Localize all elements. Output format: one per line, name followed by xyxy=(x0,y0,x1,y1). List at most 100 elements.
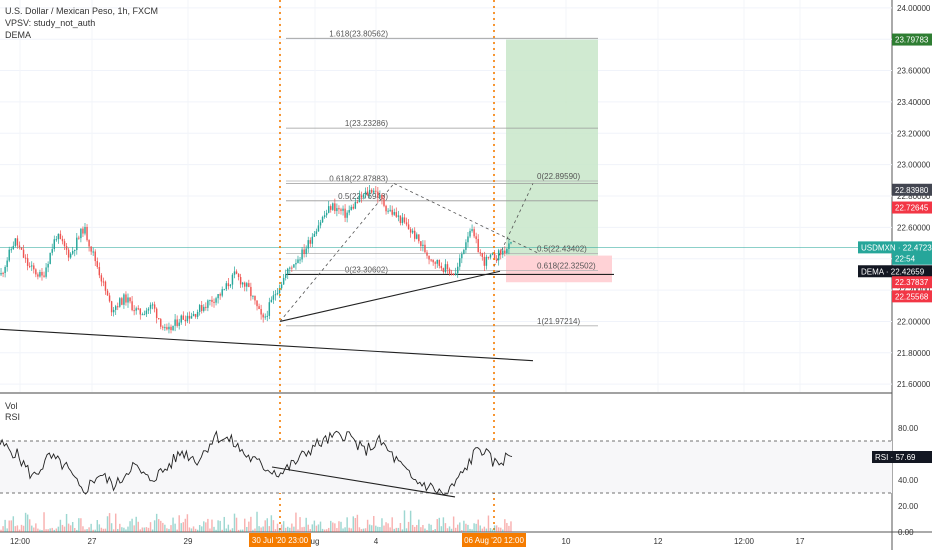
volume-bar xyxy=(164,524,166,532)
candle-body xyxy=(407,224,410,230)
candle-body xyxy=(479,252,481,254)
candle-body xyxy=(332,203,334,210)
volume-bar xyxy=(143,527,146,532)
candle-body xyxy=(379,195,381,198)
volume-bar xyxy=(129,521,131,532)
candle-body xyxy=(6,260,8,268)
price-tag xyxy=(892,252,932,265)
candle-body xyxy=(467,236,469,243)
candle-body xyxy=(213,301,215,303)
candle-body xyxy=(96,261,99,268)
volume-bar xyxy=(497,527,500,532)
candle-body xyxy=(430,259,432,261)
y-tick-label: 21.80000 xyxy=(897,349,931,358)
price-tag xyxy=(892,201,932,214)
volume-bar xyxy=(55,528,58,532)
candle-body xyxy=(334,203,336,212)
candle-body xyxy=(102,281,105,283)
volume-bar xyxy=(201,526,203,532)
volume-bar xyxy=(385,522,387,532)
candle-body xyxy=(373,190,375,193)
price-tag xyxy=(892,276,932,289)
volume-bar xyxy=(301,527,303,532)
volume-bar xyxy=(39,529,41,532)
volume-bar xyxy=(35,523,37,532)
x-tick-label: 27 xyxy=(88,537,97,546)
volume-bar xyxy=(364,528,367,532)
candle-body xyxy=(291,267,293,269)
candle-body xyxy=(100,275,103,282)
candle-body xyxy=(278,288,281,294)
volume-bar xyxy=(53,529,55,532)
volume-bar xyxy=(428,523,430,532)
volume-bar xyxy=(287,526,289,532)
volume-bar xyxy=(47,529,49,532)
volume-bar xyxy=(4,519,6,532)
candle-body xyxy=(190,316,193,319)
volume-bar xyxy=(395,527,398,532)
y-tick-label: 22.80000 xyxy=(897,192,931,201)
volume-bar xyxy=(22,525,25,532)
volume-bar xyxy=(65,513,68,532)
x-tick-label: 4 xyxy=(374,537,379,546)
candle-body xyxy=(483,256,486,266)
candle-body xyxy=(444,264,447,272)
volume-bar xyxy=(49,528,51,532)
x-tick-highlight xyxy=(249,533,311,547)
volume-bar xyxy=(276,523,279,532)
volume-bar xyxy=(413,526,416,532)
candle-body xyxy=(432,259,434,263)
volume-bar xyxy=(260,527,262,532)
volume-bar xyxy=(147,527,150,532)
volume-bar xyxy=(370,525,373,532)
volume-bar xyxy=(495,525,498,532)
volume-bar xyxy=(493,525,496,532)
volume-bar xyxy=(504,519,506,532)
volume-bar xyxy=(338,521,340,532)
volume-bar xyxy=(274,529,277,532)
volume-bar xyxy=(401,529,404,532)
volume-bar xyxy=(168,528,170,532)
price-tag xyxy=(892,183,932,196)
volume-bar xyxy=(473,523,475,532)
volume-bar xyxy=(125,529,127,532)
rsi-band xyxy=(0,441,892,493)
candle-body xyxy=(348,209,350,213)
candle-body xyxy=(71,250,74,254)
candle-body xyxy=(436,259,438,264)
candle-body xyxy=(315,231,318,234)
rsi-tick-label: 20.00 xyxy=(898,502,919,511)
volume-bar xyxy=(237,529,240,532)
rsi-value-label: RSI · 57.69 xyxy=(875,453,916,462)
candle-body xyxy=(287,268,289,274)
candle-body xyxy=(78,237,80,239)
volume-bar xyxy=(448,526,451,532)
volume-bar xyxy=(289,527,291,532)
candle-body xyxy=(194,313,197,317)
candle-body xyxy=(463,249,465,254)
candle-body xyxy=(182,315,185,320)
candle-body xyxy=(340,209,342,211)
volume-bar xyxy=(135,516,137,532)
volume-bar xyxy=(350,528,352,532)
candle-body xyxy=(264,316,266,318)
candle-body xyxy=(127,297,129,303)
fib-level-label: 0(23.30602) xyxy=(345,265,388,274)
candle-body xyxy=(395,212,398,217)
candle-body xyxy=(86,226,88,241)
y-tick-label: 22.00000 xyxy=(897,317,931,326)
candle-body xyxy=(237,273,240,278)
volume-bar xyxy=(502,529,504,532)
candle-body xyxy=(203,306,205,311)
candle-body xyxy=(375,190,377,192)
candle-body xyxy=(76,237,78,251)
candle-body xyxy=(131,301,133,311)
candle-body xyxy=(397,215,400,217)
volume-bar xyxy=(76,529,78,532)
volume-bar xyxy=(416,525,418,532)
candle-body xyxy=(90,246,92,252)
volume-bar xyxy=(454,527,457,532)
candle-body xyxy=(125,294,127,303)
